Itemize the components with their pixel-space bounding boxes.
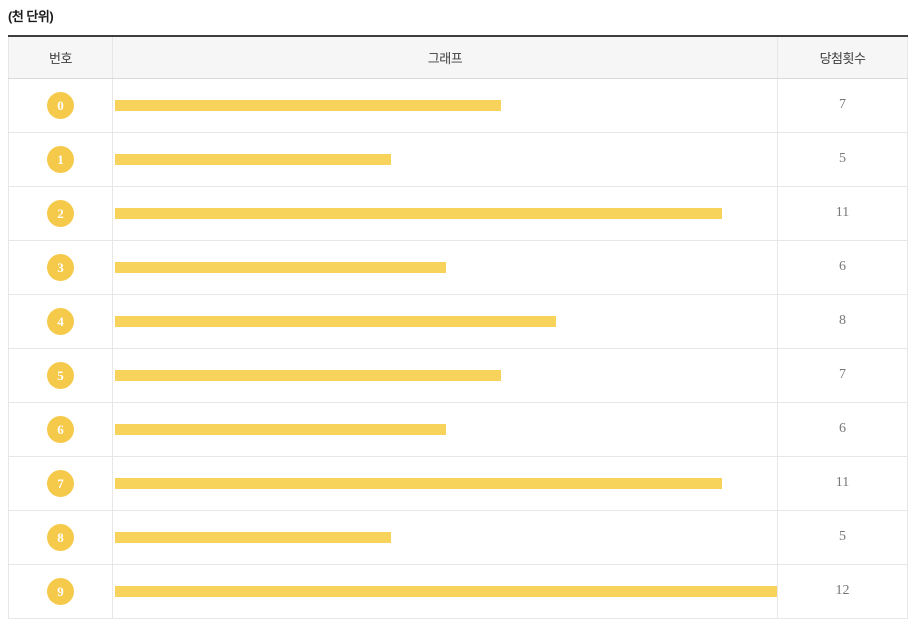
column-header-count: 당첨횟수 [777, 36, 908, 79]
table-row: 1 5 [8, 131, 908, 186]
number-cell: 2 [8, 185, 113, 240]
count-bar [115, 153, 391, 165]
number-cell: 6 [8, 401, 113, 456]
count-cell: 5 [777, 131, 908, 186]
number-cell: 4 [8, 293, 113, 348]
count-cell: 6 [777, 401, 908, 456]
graph-cell [112, 509, 778, 564]
table-row: 5 7 [8, 347, 908, 402]
page-title: (천 단위) [8, 9, 54, 24]
header-row: 번호 그래프 당첨횟수 [8, 36, 908, 79]
table-row: 4 8 [8, 293, 908, 348]
number-cell: 5 [8, 347, 113, 402]
number-badge: 8 [47, 523, 74, 551]
graph-cell [112, 293, 778, 348]
graph-cell [112, 401, 778, 456]
number-cell: 3 [8, 239, 113, 294]
count-value: 7 [839, 367, 846, 382]
number-badge: 6 [47, 415, 74, 443]
count-value: 8 [839, 313, 846, 328]
table-row: 6 6 [8, 401, 908, 456]
count-value: 11 [835, 205, 850, 220]
table-row: 0 7 [8, 78, 908, 132]
table-row: 8 5 [8, 509, 908, 564]
count-value: 12 [835, 583, 850, 598]
count-bar [115, 477, 722, 489]
number-badge: 4 [47, 307, 74, 335]
count-value: 7 [839, 97, 846, 112]
number-badge: 3 [47, 253, 74, 281]
count-value: 6 [839, 259, 846, 274]
number-badge: 1 [47, 145, 74, 173]
count-bar [115, 531, 391, 543]
count-cell: 11 [777, 185, 908, 240]
count-bar [115, 207, 722, 219]
count-bar [115, 99, 502, 111]
count-bar [115, 585, 777, 597]
number-cell: 0 [8, 78, 113, 132]
number-badge: 0 [47, 91, 74, 119]
number-cell: 1 [8, 131, 113, 186]
count-value: 6 [839, 421, 846, 436]
graph-cell [112, 185, 778, 240]
count-value: 5 [839, 151, 846, 166]
count-bar [115, 315, 557, 327]
count-value: 5 [839, 529, 846, 544]
graph-cell [112, 131, 778, 186]
count-cell: 11 [777, 455, 908, 510]
count-cell: 6 [777, 239, 908, 294]
number-badge: 2 [47, 199, 74, 227]
number-badge: 7 [47, 469, 74, 497]
column-header-graph: 그래프 [112, 36, 778, 79]
count-cell: 7 [777, 347, 908, 402]
stats-table: 번호 그래프 당첨횟수 0 7 1 5 2 [8, 35, 908, 619]
number-badge: 9 [47, 577, 74, 605]
number-badge: 5 [47, 361, 74, 389]
count-bar [115, 369, 502, 381]
column-header-number: 번호 [8, 36, 113, 79]
number-cell: 8 [8, 509, 113, 564]
table-body: 0 7 1 5 2 11 3 [8, 78, 908, 618]
count-cell: 12 [777, 563, 908, 618]
number-cell: 9 [8, 563, 113, 618]
count-value: 11 [835, 475, 850, 490]
graph-cell [112, 455, 778, 510]
graph-cell [112, 239, 778, 294]
graph-cell [112, 347, 778, 402]
count-bar [115, 261, 446, 273]
number-cell: 7 [8, 455, 113, 510]
graph-cell [112, 78, 778, 132]
count-cell: 5 [777, 509, 908, 564]
table-row: 2 11 [8, 185, 908, 240]
graph-cell [112, 563, 778, 618]
table-row: 7 11 [8, 455, 908, 510]
count-cell: 7 [777, 78, 908, 132]
table-row: 9 12 [8, 563, 908, 618]
count-bar [115, 423, 446, 435]
table-row: 3 6 [8, 239, 908, 294]
count-cell: 8 [777, 293, 908, 348]
